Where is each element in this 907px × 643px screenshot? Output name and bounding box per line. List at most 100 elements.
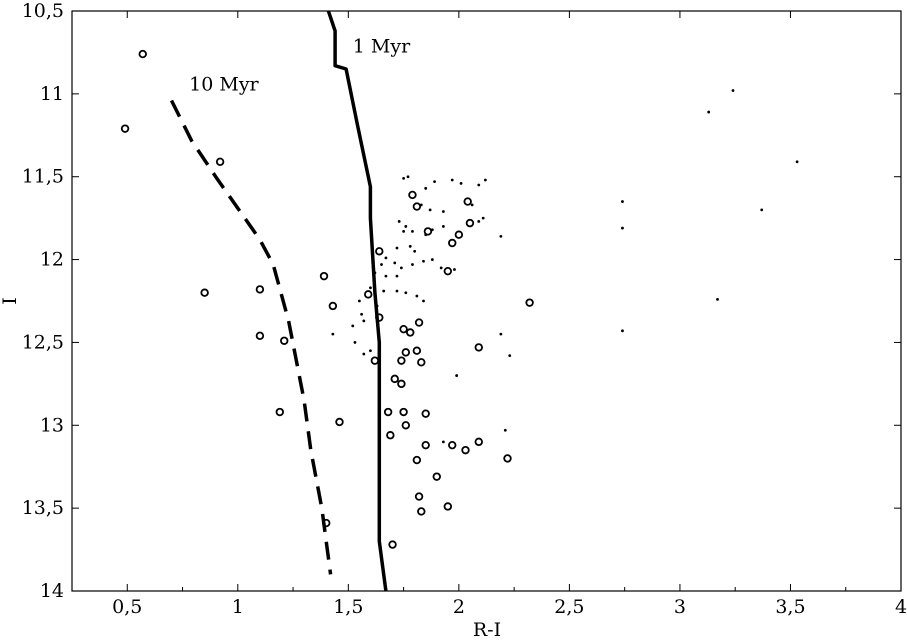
dot-point xyxy=(402,176,405,180)
open-circle-point xyxy=(397,356,406,365)
dot-point xyxy=(408,244,412,248)
open-circle-point xyxy=(280,336,289,345)
dot-point xyxy=(411,230,414,233)
open-circle-point xyxy=(412,202,422,211)
y-tick-label: 12 xyxy=(40,249,64,271)
dot-point xyxy=(357,299,361,303)
open-circle-point xyxy=(423,227,433,236)
dot-point xyxy=(424,233,428,237)
x-tick-label: 4 xyxy=(895,596,907,618)
open-circle-point xyxy=(463,197,472,206)
dot-point xyxy=(707,110,711,114)
open-circle-point xyxy=(443,266,453,276)
open-circle-point xyxy=(406,328,415,337)
dot-point xyxy=(369,349,372,353)
dot-point xyxy=(422,299,425,303)
dot-point xyxy=(433,180,436,184)
open-circle-point xyxy=(399,407,408,417)
dot-point xyxy=(404,225,408,228)
open-circle-point xyxy=(383,407,393,417)
dot-point xyxy=(399,266,403,270)
dot-point xyxy=(362,352,366,356)
dot-point xyxy=(351,324,355,328)
open-circle-point xyxy=(414,318,424,327)
x-tick-label: 3 xyxy=(674,596,686,618)
open-circle-point xyxy=(414,492,424,501)
dot-point xyxy=(395,274,399,278)
dot-point xyxy=(360,312,363,316)
dot-point xyxy=(430,228,434,232)
dot-point xyxy=(499,234,503,238)
x-tick-label: 2 xyxy=(453,596,465,618)
open-circle-point xyxy=(454,230,464,239)
dot-point xyxy=(439,266,443,270)
open-circle-point xyxy=(412,346,422,355)
dot-point xyxy=(499,332,503,336)
curve-label: 10 Myr xyxy=(189,74,259,96)
dot-point xyxy=(483,178,487,182)
dot-point xyxy=(441,210,445,213)
dot-point xyxy=(621,226,624,230)
y-tick-label: 11 xyxy=(40,83,64,105)
open-circle-point xyxy=(390,374,399,384)
open-circle-point xyxy=(319,271,329,281)
dot-point xyxy=(450,178,454,182)
y-tick-label: 14 xyxy=(40,580,64,602)
open-circle-point xyxy=(408,190,417,200)
open-circle-point xyxy=(370,356,380,365)
dot-point xyxy=(731,89,735,92)
x-tick-label: 0,5 xyxy=(112,596,142,618)
dot-point xyxy=(397,220,401,223)
isochrone-curves xyxy=(169,10,388,592)
open-circle-point xyxy=(375,247,384,256)
dot-point xyxy=(716,297,719,301)
dot-point xyxy=(459,181,463,185)
data-points xyxy=(120,49,799,549)
dot-point xyxy=(415,294,419,298)
dot-point xyxy=(380,263,383,266)
y-tick-label: 13 xyxy=(40,414,64,436)
dot-point xyxy=(369,286,372,290)
open-circle-point xyxy=(448,238,457,248)
dot-point xyxy=(795,160,799,164)
dot-point xyxy=(375,304,379,308)
open-circle-point xyxy=(275,407,285,417)
open-circle-point xyxy=(401,421,411,430)
open-circle-point xyxy=(397,379,406,389)
dot-point xyxy=(382,289,386,293)
open-circle-point xyxy=(448,440,457,450)
open-circle-point xyxy=(328,301,338,311)
dot-point xyxy=(477,183,481,187)
dot-point xyxy=(428,208,432,212)
dot-point xyxy=(402,230,405,233)
open-circle-point xyxy=(401,348,411,357)
open-circle-point xyxy=(503,454,512,463)
open-circle-point xyxy=(322,518,331,528)
open-circle-point xyxy=(215,157,225,166)
dot-point xyxy=(395,289,399,293)
isochrone-1myr-line xyxy=(326,10,388,592)
dot-point xyxy=(384,256,388,260)
dot-point xyxy=(424,186,428,190)
open-circle-point xyxy=(375,313,384,322)
x-tick-label: 3,5 xyxy=(775,596,805,618)
dot-point xyxy=(406,175,410,179)
open-circle-point xyxy=(386,431,395,440)
dot-point xyxy=(441,440,445,444)
dot-point xyxy=(503,428,507,432)
open-circle-point xyxy=(388,540,397,549)
y-tick-label: 13,5 xyxy=(22,497,64,519)
open-circle-point xyxy=(421,440,430,450)
x-tick-label: 1,5 xyxy=(333,596,363,618)
isochrone-10myr-line xyxy=(169,99,333,575)
open-circle-point xyxy=(335,417,344,427)
x-axis-label: R-I xyxy=(473,619,501,641)
open-circle-point xyxy=(474,437,483,447)
dot-point xyxy=(393,261,397,265)
open-circle-point xyxy=(461,445,470,455)
dot-point xyxy=(331,332,335,336)
curve-annotations: 1 Myr 10 Myr xyxy=(189,35,411,95)
dot-point xyxy=(455,374,459,377)
dot-point xyxy=(621,329,624,333)
curve-label: 1 Myr xyxy=(353,35,411,57)
